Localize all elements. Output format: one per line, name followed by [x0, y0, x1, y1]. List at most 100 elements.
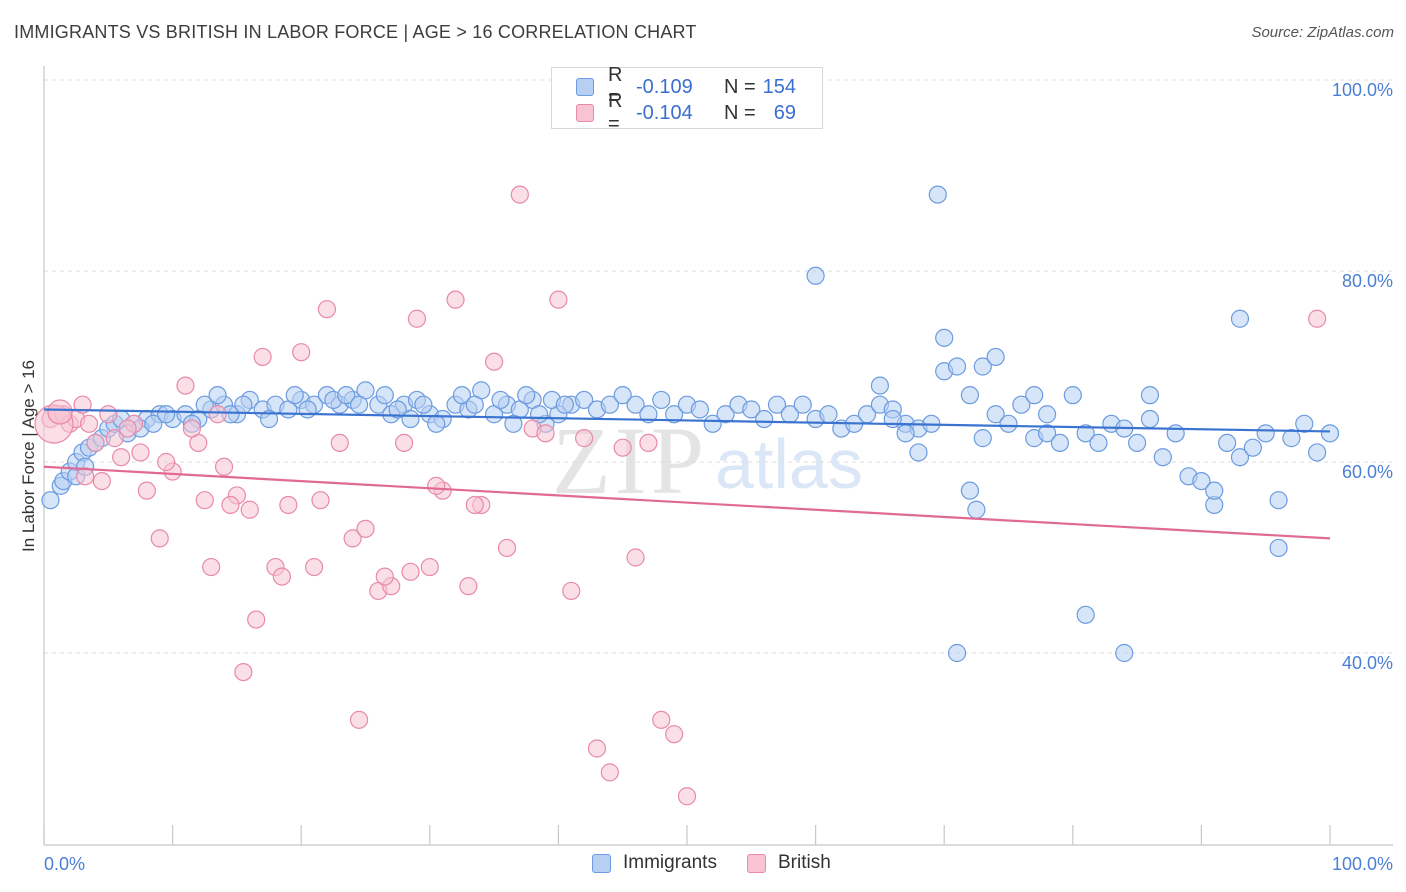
british-series	[34, 185, 1327, 806]
data-point	[639, 405, 658, 424]
n-label: N =	[724, 101, 756, 124]
data-point	[1140, 409, 1160, 429]
legend-row-immigrants: R = -0.109 N = 154	[576, 64, 796, 109]
data-point	[1063, 386, 1082, 405]
data-point	[639, 433, 658, 452]
data-point	[157, 405, 176, 424]
data-point	[575, 390, 594, 410]
data-point	[92, 472, 111, 491]
x-tick-label-max: 100.0%	[1332, 854, 1393, 874]
data-point	[118, 419, 137, 438]
data-point	[1140, 386, 1160, 405]
r-value: -0.104	[636, 101, 693, 124]
data-point	[491, 390, 510, 410]
data-point	[935, 328, 954, 347]
n-value: 69	[773, 101, 796, 124]
data-point	[150, 529, 169, 548]
data-point	[555, 395, 574, 414]
data-point	[1308, 309, 1327, 328]
data-point	[157, 452, 176, 472]
data-point	[690, 400, 709, 419]
data-point	[536, 424, 555, 443]
r-label: R =	[608, 64, 623, 109]
data-point	[1295, 414, 1314, 433]
y-tick-label: 80.0%	[1342, 271, 1393, 291]
grid	[44, 79, 1393, 654]
data-point	[1025, 386, 1044, 405]
data-point	[986, 347, 1005, 367]
data-point	[182, 419, 201, 438]
data-point	[337, 386, 356, 405]
data-point	[613, 438, 632, 457]
data-point	[41, 491, 60, 510]
y-tick-label: 60.0%	[1342, 462, 1393, 482]
stats-legend: R = -0.109 N = 154 R = -0.104 N = 69	[551, 64, 823, 135]
british-legend-swatch	[746, 853, 766, 873]
data-point	[967, 500, 986, 519]
data-point	[221, 495, 240, 515]
watermark-atlas: atlas	[715, 425, 863, 503]
legend-row-british: R = -0.104 N = 69	[576, 90, 796, 135]
immigrants-legend-swatch	[592, 853, 611, 873]
data-point	[427, 476, 446, 495]
data-point	[401, 562, 420, 581]
data-point	[214, 457, 234, 476]
trend-line	[43, 465, 1331, 540]
data-point	[349, 710, 369, 729]
data-point	[973, 429, 992, 448]
data-point	[137, 481, 156, 500]
data-point	[144, 414, 163, 433]
data-point	[793, 395, 812, 414]
data-point	[131, 443, 150, 462]
legend-item-immigrants[interactable]: Immigrants	[592, 852, 717, 874]
data-point	[999, 414, 1018, 433]
series-legend: Immigrants British	[592, 852, 861, 874]
data-point	[105, 429, 124, 448]
data-point	[279, 495, 298, 515]
data-point	[1308, 443, 1327, 462]
y-axis-title: In Labor Force | Age > 16	[19, 360, 38, 552]
data-point	[947, 357, 967, 376]
data-point	[47, 399, 73, 425]
data-point	[112, 448, 131, 467]
data-point	[79, 414, 99, 433]
data-point	[317, 300, 337, 319]
data-point	[311, 491, 330, 510]
data-point	[1230, 309, 1250, 328]
data-point	[427, 414, 446, 433]
chart-title: IMMIGRANTS VS BRITISH IN LABOR FORCE | A…	[14, 22, 697, 42]
data-point	[375, 386, 394, 405]
data-point	[356, 519, 375, 538]
data-point	[1050, 433, 1070, 452]
data-point	[446, 290, 465, 309]
data-point	[304, 557, 324, 577]
r-value: -0.109	[636, 75, 693, 98]
data-point	[870, 376, 890, 395]
data-point	[1076, 605, 1095, 624]
data-point	[1256, 424, 1275, 443]
data-point	[1205, 481, 1224, 500]
watermark-zip: ZIP	[552, 407, 708, 514]
data-point	[742, 400, 761, 419]
data-point	[1243, 438, 1262, 457]
data-point	[504, 414, 523, 433]
data-point	[349, 395, 369, 414]
data-point	[401, 409, 420, 429]
data-point	[652, 390, 671, 410]
data-point	[665, 725, 684, 744]
data-point	[234, 662, 253, 682]
data-point	[272, 567, 292, 586]
legend-item-british[interactable]: British	[746, 852, 831, 874]
data-point	[330, 433, 349, 452]
data-point	[562, 581, 581, 601]
data-point	[703, 414, 722, 433]
data-point	[1218, 433, 1237, 452]
r-label: R =	[608, 90, 623, 135]
data-point	[465, 495, 484, 515]
data-point	[343, 529, 362, 548]
data-point	[909, 443, 928, 462]
data-point	[896, 424, 915, 443]
data-point	[767, 395, 787, 414]
y-tick-labels: 40.0% 60.0% 80.0% 100.0%	[1332, 80, 1393, 673]
